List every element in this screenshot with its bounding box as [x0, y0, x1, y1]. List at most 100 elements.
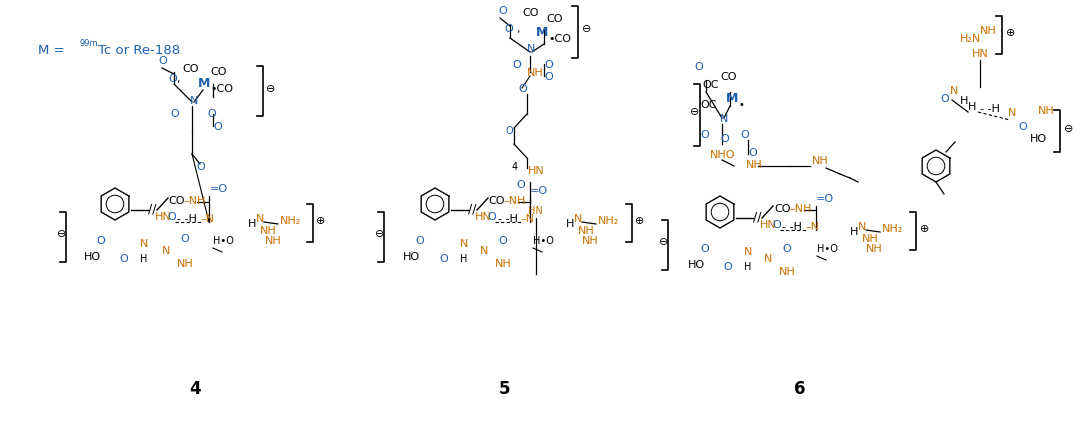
Text: NH: NH — [862, 234, 879, 244]
Text: NH: NH — [980, 26, 997, 36]
Text: O: O — [166, 212, 176, 222]
Text: //: // — [468, 202, 477, 215]
Text: O: O — [544, 72, 553, 82]
Text: ⊖: ⊖ — [1064, 124, 1074, 134]
Text: N: N — [256, 214, 264, 224]
Text: 6: 6 — [794, 380, 806, 398]
Text: O: O — [180, 234, 188, 244]
Text: O: O — [700, 244, 708, 254]
Text: O: O — [1018, 122, 1027, 132]
Text: CO: CO — [210, 67, 226, 77]
Text: HN: HN — [475, 212, 492, 222]
Text: N: N — [460, 239, 468, 249]
Text: –N: –N — [805, 222, 819, 232]
Text: O: O — [720, 134, 729, 144]
Text: M: M — [536, 26, 548, 39]
Text: O: O — [438, 254, 448, 264]
Text: - -H: - -H — [498, 214, 518, 224]
Text: O: O — [782, 244, 791, 254]
Text: NH: NH — [779, 267, 795, 277]
Text: ,: , — [516, 24, 519, 34]
Text: N: N — [574, 214, 582, 224]
Text: H•O: H•O — [213, 236, 234, 246]
Text: O: O — [119, 254, 127, 264]
Text: CO: CO — [774, 204, 791, 214]
Text: NH: NH — [1038, 106, 1054, 116]
Text: NH: NH — [527, 68, 544, 78]
Text: - -H: - -H — [980, 104, 1000, 114]
Text: O: O — [504, 24, 512, 34]
Text: O: O — [415, 236, 423, 246]
Text: O: O — [518, 84, 527, 94]
Text: O: O — [213, 122, 222, 132]
Text: NH: NH — [260, 226, 276, 236]
Text: M: M — [198, 77, 210, 90]
Text: =O: =O — [530, 186, 548, 196]
Text: HN: HN — [154, 212, 172, 222]
Text: N: N — [720, 114, 728, 124]
Text: 4: 4 — [512, 162, 518, 172]
Text: HO: HO — [403, 252, 420, 262]
Text: M: M — [726, 92, 739, 105]
Text: N: N — [858, 222, 866, 232]
Text: H: H — [960, 96, 968, 106]
Text: O: O — [168, 74, 176, 84]
Text: CO: CO — [546, 14, 562, 24]
Text: N: N — [744, 247, 753, 257]
Text: H: H — [140, 254, 147, 264]
Text: 4: 4 — [189, 380, 201, 398]
Text: NH₂: NH₂ — [882, 224, 903, 234]
Text: O: O — [505, 126, 512, 136]
Text: NH₂: NH₂ — [598, 216, 619, 226]
Text: CO: CO — [522, 8, 539, 18]
Text: N: N — [1007, 108, 1016, 118]
Text: H•O: H•O — [533, 236, 554, 246]
Text: N: N — [950, 86, 959, 96]
Text: 99m: 99m — [81, 39, 99, 48]
Text: NH: NH — [265, 236, 282, 246]
Text: H: H — [744, 262, 752, 272]
Text: •CO: •CO — [210, 84, 233, 94]
Text: =O: =O — [816, 194, 834, 204]
Text: HO: HO — [688, 260, 705, 270]
Text: O: O — [170, 109, 178, 119]
Text: CO: CO — [182, 64, 198, 74]
Text: –N: –N — [200, 214, 214, 224]
Text: –NH: –NH — [503, 196, 526, 206]
Text: HN: HN — [528, 166, 545, 176]
Text: •CO: •CO — [548, 34, 571, 44]
Text: NHO: NHO — [710, 150, 735, 160]
Text: H: H — [968, 102, 976, 112]
Text: O: O — [487, 212, 496, 222]
Text: CO: CO — [720, 72, 737, 82]
Text: N: N — [162, 246, 171, 256]
Text: N: N — [190, 96, 198, 106]
Text: Tc or Re-188: Tc or Re-188 — [98, 44, 181, 57]
Text: O: O — [740, 130, 749, 140]
Text: - -H: - -H — [782, 222, 802, 232]
Text: M =: M = — [38, 44, 69, 57]
Text: ⊖: ⊖ — [265, 84, 275, 94]
Text: ⊖: ⊖ — [690, 107, 700, 117]
Text: H: H — [248, 219, 257, 229]
Text: ⊖: ⊖ — [57, 229, 66, 239]
Text: NH: NH — [812, 156, 829, 166]
Text: H: H — [460, 254, 468, 264]
Text: O: O — [498, 6, 507, 16]
Text: O: O — [700, 130, 708, 140]
Text: O: O — [694, 62, 703, 72]
Text: –NH: –NH — [183, 196, 206, 206]
Text: NH: NH — [582, 236, 598, 246]
Text: HO: HO — [84, 252, 101, 262]
Text: NH: NH — [578, 226, 595, 236]
Text: ⊕: ⊕ — [1006, 28, 1015, 38]
Text: –NH: –NH — [789, 204, 812, 214]
Text: //: // — [753, 210, 762, 223]
Text: - -H: - -H — [177, 214, 197, 224]
Text: HN: HN — [972, 49, 989, 59]
Text: HN: HN — [761, 220, 777, 230]
Text: CO: CO — [168, 196, 185, 206]
Text: N: N — [140, 239, 148, 249]
Text: HO: HO — [1030, 134, 1047, 144]
Text: ⊖: ⊖ — [582, 24, 592, 34]
